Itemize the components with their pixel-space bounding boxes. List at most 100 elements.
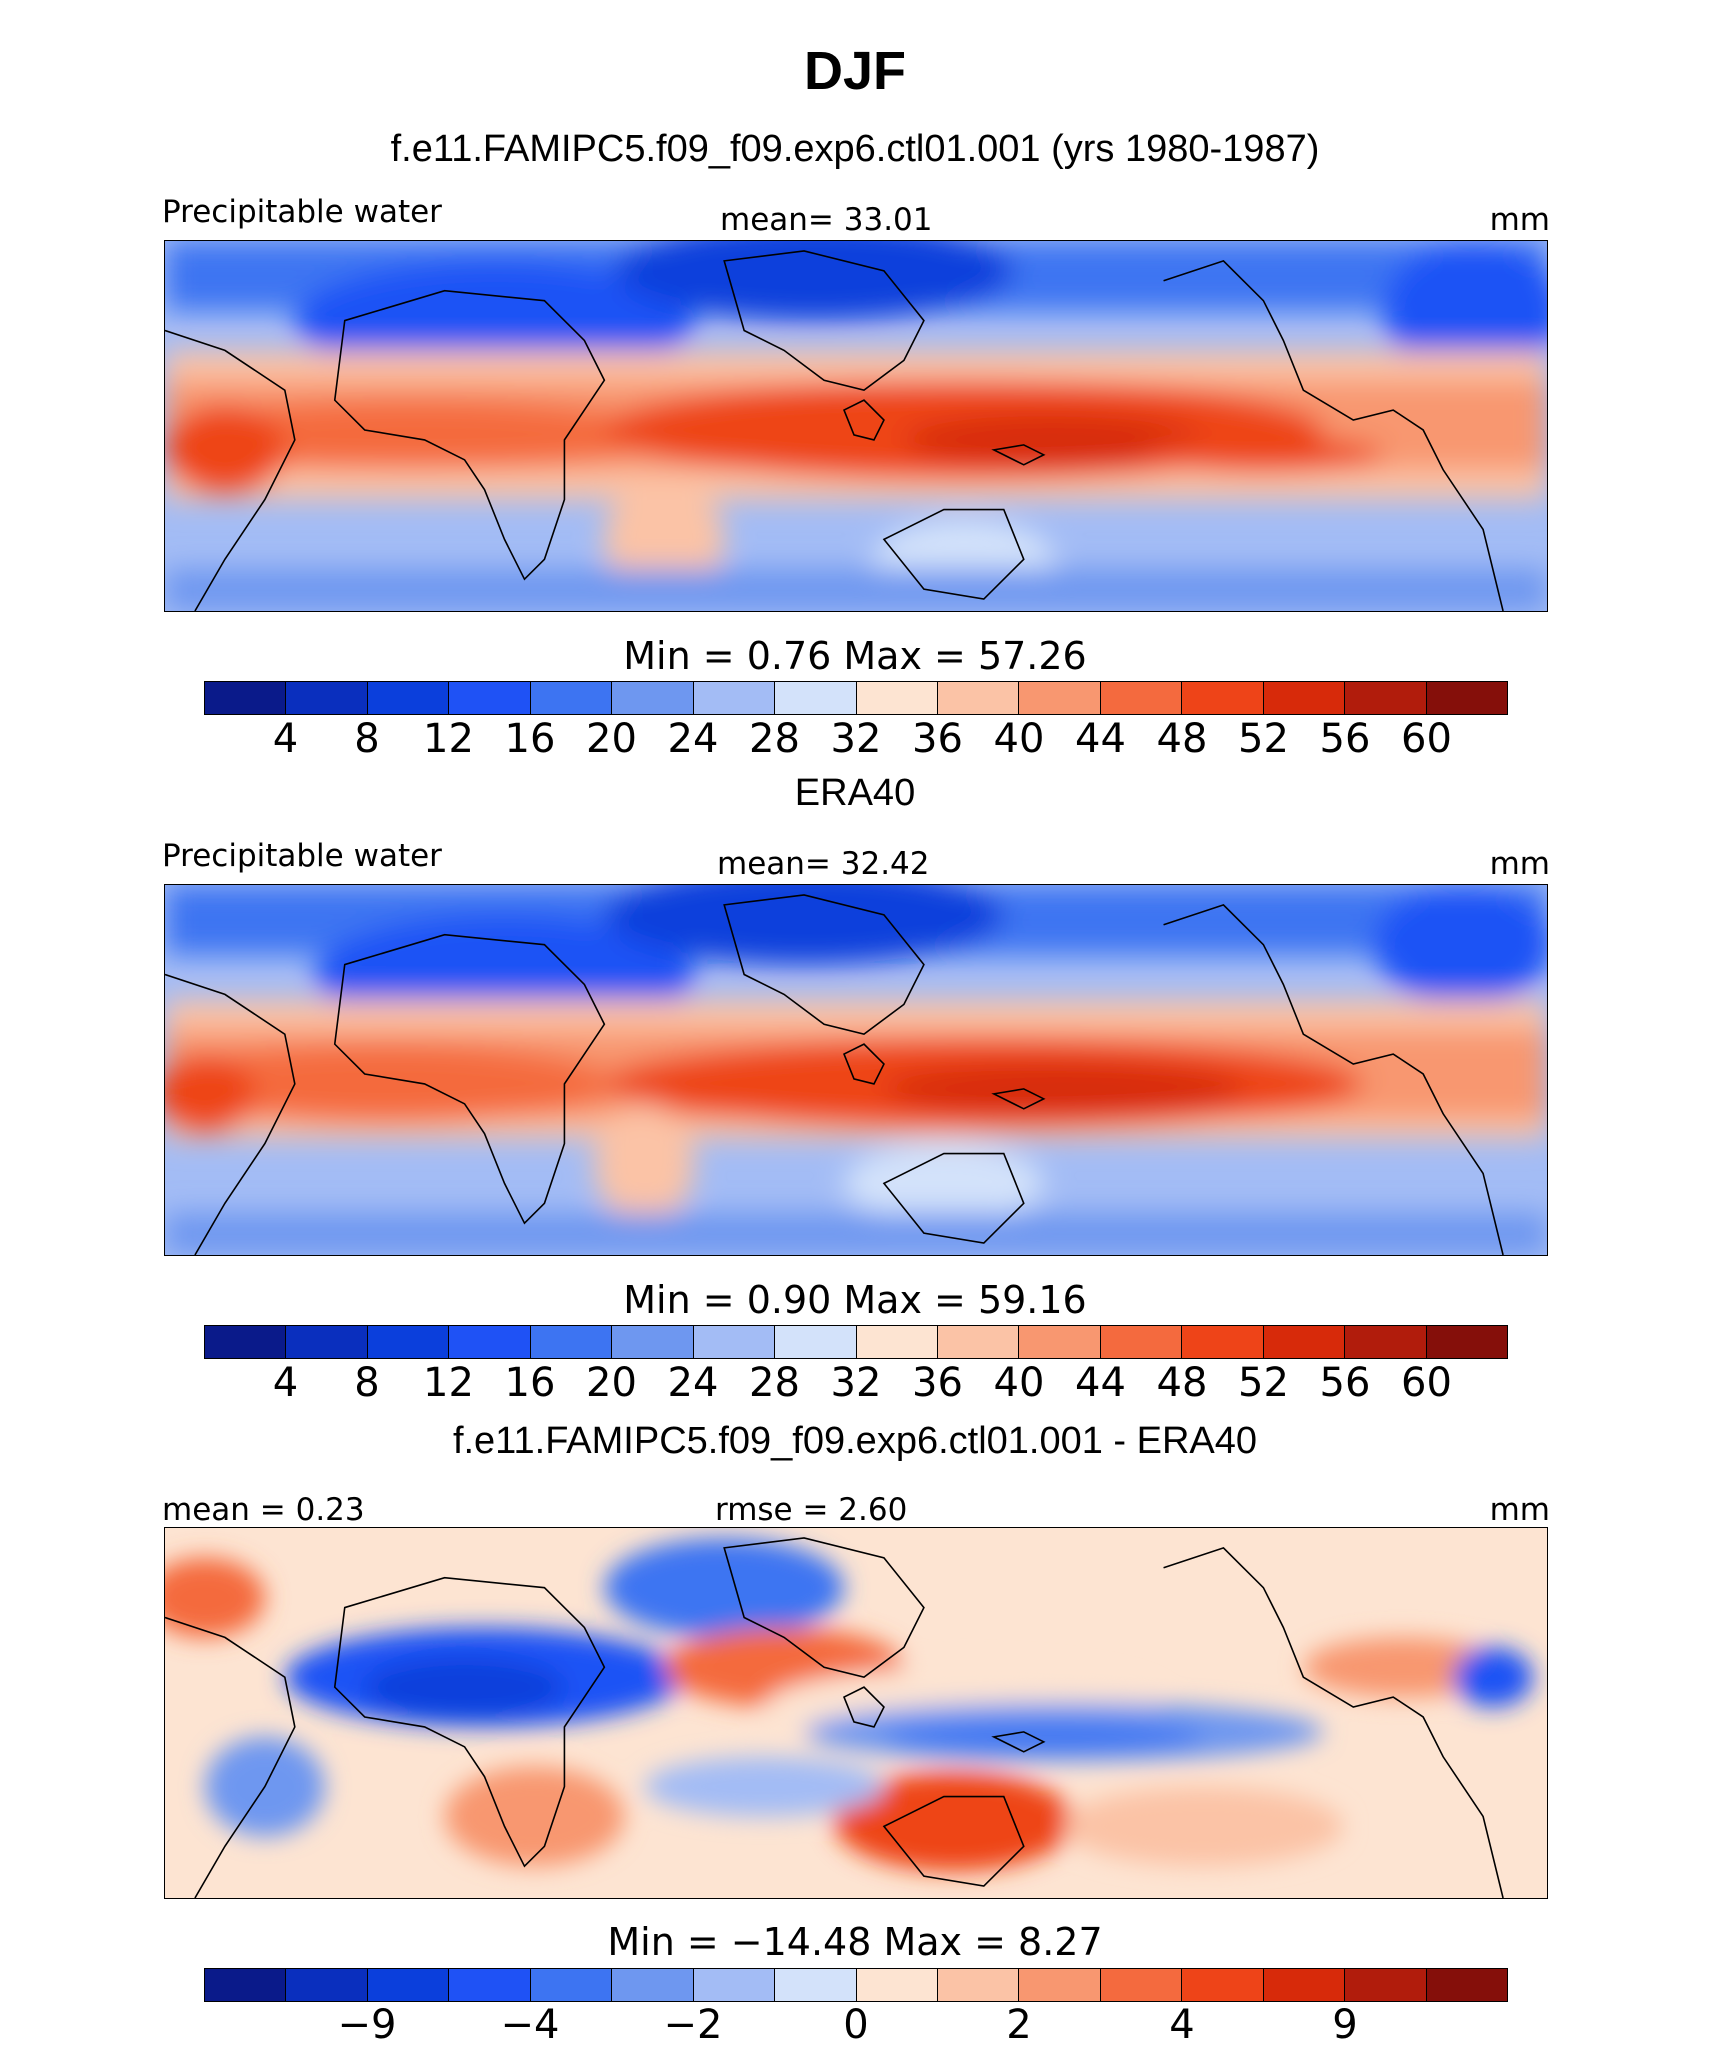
colorbar-cell [1263,1969,1346,2001]
panel-1-colorbar-ticks: 4 8 12 16 20 24 28 32 36 40 44 48 52 56 60 [204,716,1508,762]
colorbar-tick-label: 9 [1332,2002,1358,2048]
colorbar-cell [1426,1326,1507,1358]
panel-2-heading: ERA40 [794,772,916,814]
panel-3-colorbar-ticks: −9 −4 −2 0 2 4 9 [204,2002,1508,2048]
colorbar-tick-label: 40 [993,1360,1045,1406]
colorbar-cell [937,1969,1020,2001]
colorbar-cell [1263,682,1346,714]
colorbar-tick-label: 60 [1401,1360,1452,1406]
panel-3-mean-label: mean = 0.23 [162,1492,365,1528]
panel-2-units: mm [1489,846,1550,882]
colorbar-tick-label: 56 [1319,1360,1371,1406]
panel-1-heading: f.e11.FAMIPC5.f09_f09.exp6.ctl01.001 (yr… [390,128,1320,170]
colorbar-cell [530,1969,613,2001]
panel-3-units: mm [1489,1492,1550,1528]
colorbar-tick-label: 44 [1075,716,1126,762]
panel-2-mean-label: mean= 32.42 [717,846,930,882]
colorbar-tick-label: 4 [1169,2002,1195,2048]
colorbar-tick-label: 8 [354,716,380,762]
colorbar-cell [449,1326,531,1358]
colorbar-cell [205,1326,287,1358]
colorbar-cell [1019,682,1101,714]
colorbar-tick-label: 40 [993,716,1045,762]
colorbar-tick-label: 32 [830,716,882,762]
colorbar-cell [937,682,1020,714]
colorbar-cell [1345,1969,1427,2001]
colorbar-tick-label: 16 [504,716,556,762]
figure-title: DJF [803,41,906,101]
panel-1-colorbar [204,681,1508,715]
colorbar-cell [286,1969,368,2001]
panel-1-map [164,240,1548,612]
colorbar-tick-label: 32 [830,1360,882,1406]
colorbar-tick-label: 4 [272,1360,299,1406]
colorbar-tick-label: −9 [337,2002,397,2048]
colorbar-tick-label: 56 [1319,716,1371,762]
colorbar-tick-label: 48 [1156,1360,1208,1406]
colorbar-cell [937,1326,1020,1358]
panel-3-rmse-label: rmse = 2.60 [715,1492,908,1528]
panel-2-map [164,884,1548,1256]
colorbar-cell [530,682,613,714]
colorbar-tick-label: −2 [663,2002,723,2048]
colorbar-cell [1182,1969,1264,2001]
panel-2-minmax: Min = 0.90 Max = 59.16 [623,1278,1087,1322]
colorbar-cell [1263,1326,1346,1358]
panel-3-heading: f.e11.FAMIPC5.f09_f09.exp6.ctl01.001 - E… [452,1420,1258,1462]
colorbar-cell [449,1969,531,2001]
colorbar-cell [1019,1969,1101,2001]
colorbar-cell [1100,682,1183,714]
colorbar-tick-label: 8 [354,1360,380,1406]
colorbar-tick-label: 20 [586,1360,637,1406]
panel-2-colorbar [204,1325,1508,1359]
colorbar-tick-label: 36 [912,716,963,762]
colorbar-cell [1100,1326,1183,1358]
colorbar-cell [367,1326,450,1358]
panel-1-mean-label: mean= 33.01 [720,202,933,238]
colorbar-cell [367,682,450,714]
colorbar-tick-label: 4 [272,716,299,762]
colorbar-cell [775,682,857,714]
colorbar-tick-label: 20 [586,716,637,762]
colorbar-cell [1182,682,1264,714]
colorbar-tick-label: 52 [1238,716,1289,762]
colorbar-cell [1345,682,1427,714]
colorbar-tick-label: 52 [1238,1360,1289,1406]
colorbar-tick-label: 0 [843,2002,869,2048]
colorbar-tick-label: 48 [1156,716,1208,762]
colorbar-cell [530,1326,613,1358]
colorbar-cell [367,1969,450,2001]
colorbar-cell [775,1326,857,1358]
colorbar-tick-label: 44 [1075,1360,1126,1406]
panel-2-variable-label: Precipitable water [162,838,442,874]
colorbar-cell [693,1326,776,1358]
colorbar-tick-label: 12 [423,1360,474,1406]
colorbar-tick-label: 36 [912,1360,963,1406]
colorbar-cell [693,1969,776,2001]
colorbar-cell [1100,1969,1183,2001]
colorbar-tick-label: 28 [749,1360,800,1406]
colorbar-cell [612,1326,694,1358]
colorbar-cell [693,682,776,714]
colorbar-cell [612,682,694,714]
colorbar-tick-label: −4 [500,2002,560,2048]
colorbar-cell [775,1969,857,2001]
colorbar-cell [205,682,287,714]
colorbar-tick-label: 24 [667,716,719,762]
panel-3-minmax: Min = −14.48 Max = 8.27 [607,1920,1103,1964]
colorbar-cell [612,1969,694,2001]
colorbar-tick-label: 60 [1401,716,1452,762]
colorbar-cell [205,1969,287,2001]
colorbar-cell [856,682,938,714]
panel-3-map [164,1527,1548,1899]
colorbar-cell [1345,1326,1427,1358]
colorbar-cell [449,682,531,714]
colorbar-tick-label: 16 [504,1360,556,1406]
colorbar-cell [1182,1326,1264,1358]
colorbar-cell [286,1326,368,1358]
colorbar-cell [856,1969,938,2001]
panel-1-variable-label: Precipitable water [162,194,442,230]
colorbar-tick-label: 2 [1006,2002,1032,2048]
panel-2-colorbar-ticks: 4 8 12 16 20 24 28 32 36 40 44 48 52 56 60 [204,1360,1508,1406]
colorbar-tick-label: 12 [423,716,474,762]
